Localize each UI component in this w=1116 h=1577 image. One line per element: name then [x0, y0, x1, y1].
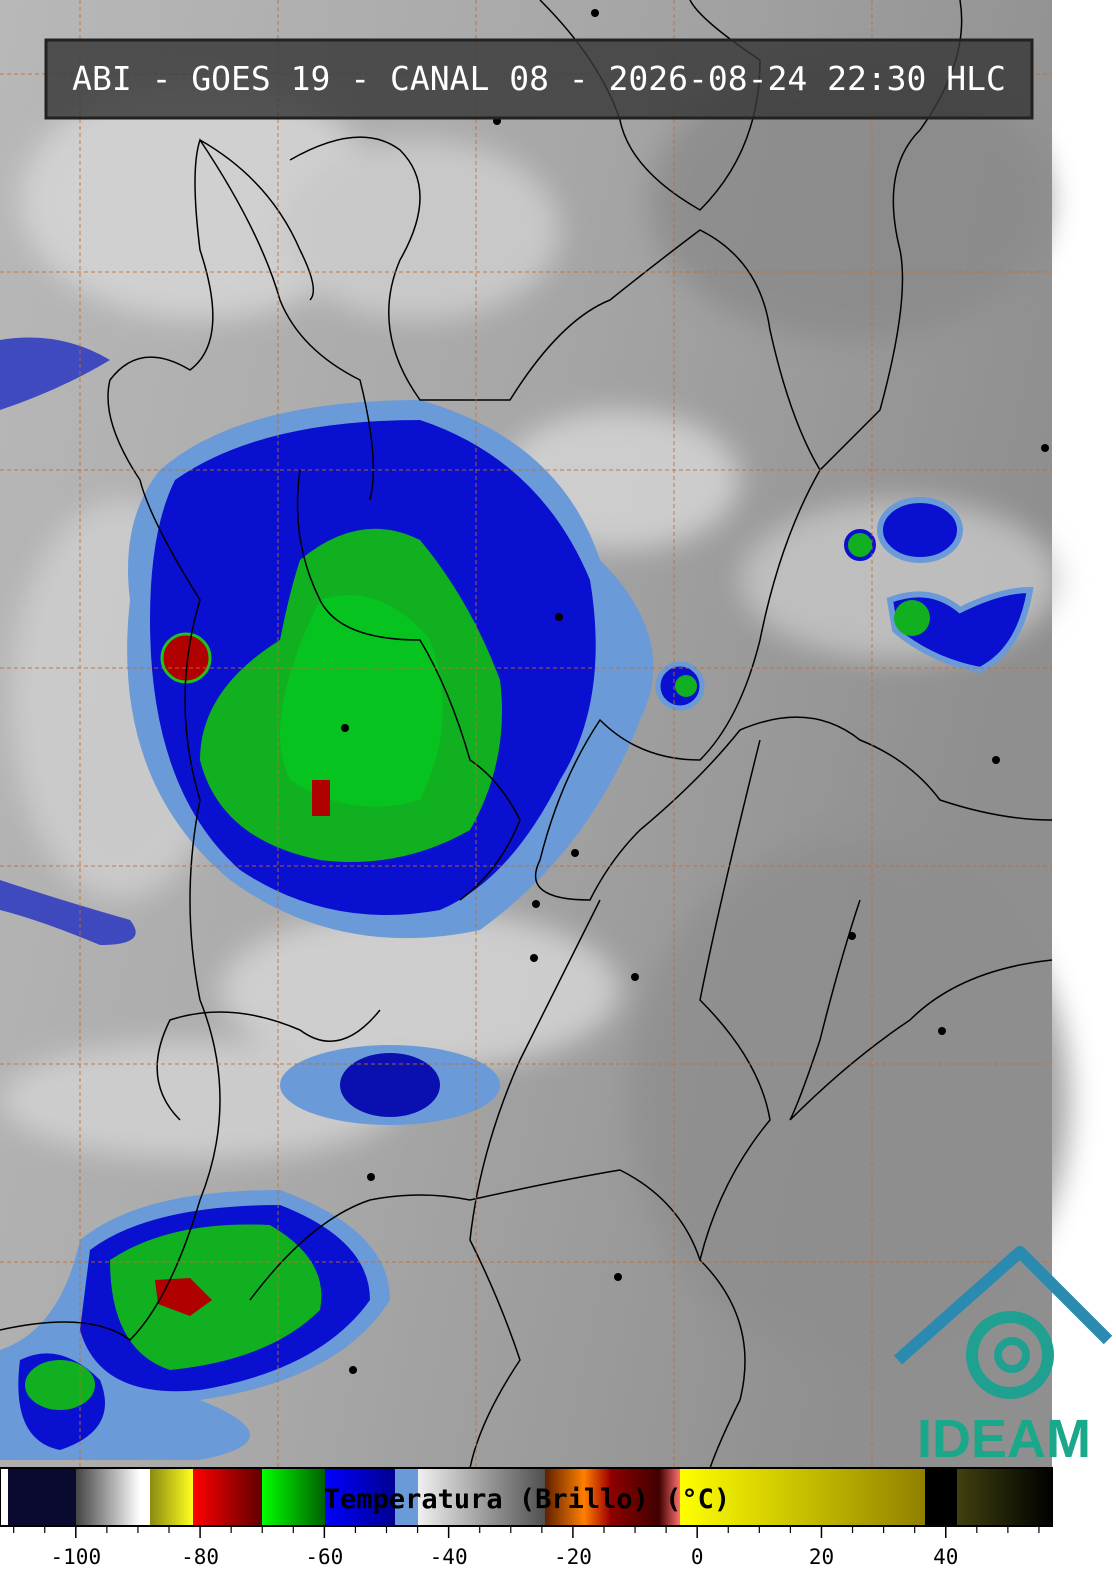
tick-label: 0 — [691, 1545, 704, 1569]
title-box — [44, 38, 1034, 120]
map-imagery — [0, 0, 1070, 1468]
tick-label: 20 — [809, 1545, 834, 1569]
tick-label: -80 — [181, 1545, 219, 1569]
tick-label: -100 — [51, 1545, 102, 1569]
tick-label: -60 — [305, 1545, 343, 1569]
logo-text: IDEAM — [917, 1409, 1091, 1469]
tick-label: 40 — [933, 1545, 958, 1569]
cities — [341, 9, 1049, 1374]
colorbar: Temperatura (Brillo) (°C) — [0, 1467, 1053, 1527]
tick-label: -40 — [430, 1545, 468, 1569]
logo: IDEAM — [894, 1246, 1113, 1469]
colorbar-label: Temperatura (Brillo) (°C) — [324, 1484, 730, 1515]
title: ABI - GOES 19 - CANAL 08 - 2026-08-24 22… — [72, 59, 1006, 98]
tick-label: -20 — [554, 1545, 592, 1569]
